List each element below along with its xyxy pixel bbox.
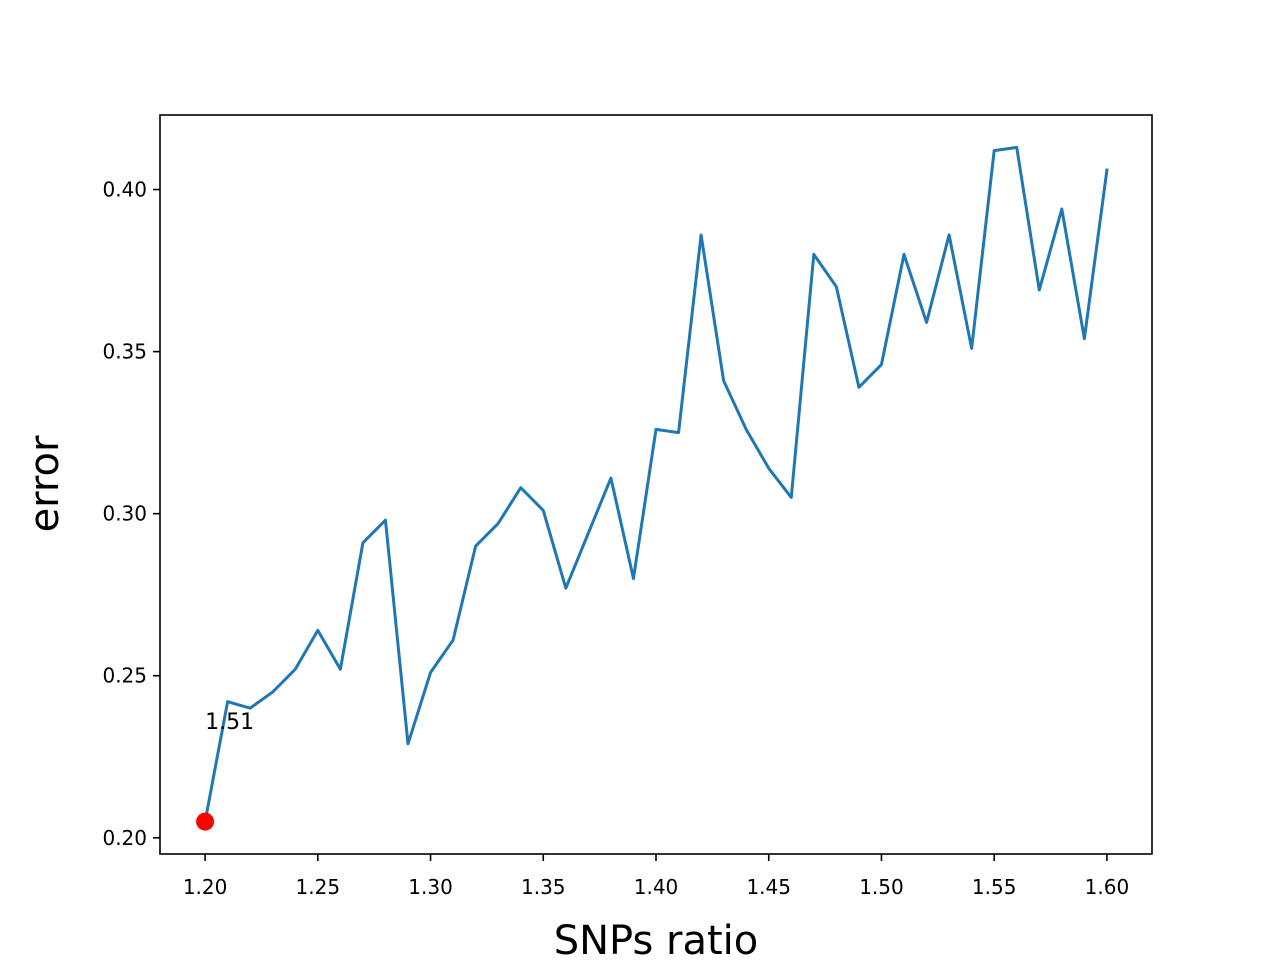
x-tick-label: 1.25 <box>296 875 341 899</box>
series-layer <box>203 145 1109 824</box>
x-tick-label: 1.40 <box>634 875 679 899</box>
x-tick-label: 1.50 <box>859 875 904 899</box>
x-tick-label: 1.35 <box>521 875 566 899</box>
highlight-point <box>196 812 215 831</box>
y-axis-label: error <box>22 435 68 532</box>
x-tick-label: 1.30 <box>408 875 453 899</box>
x-axis-label: SNPs ratio <box>554 918 759 960</box>
annotation-label: 1.51 <box>205 710 254 735</box>
series-line <box>203 145 1109 824</box>
marker-layer <box>196 812 215 831</box>
plot-area-frame <box>159 114 1153 855</box>
y-axis-ticks: 0.20 0.25 0.30 0.35 0.40 <box>102 178 160 850</box>
x-tick-label: 1.60 <box>1085 875 1130 899</box>
y-tick-label: 0.20 <box>102 826 147 850</box>
x-axis-ticks: 1.20 1.25 1.30 1.35 1.40 1.45 1.50 1.55 1.60 <box>183 854 1129 899</box>
x-tick-label: 1.20 <box>183 875 228 899</box>
y-tick-label: 0.35 <box>102 340 147 364</box>
x-tick-label: 1.45 <box>746 875 791 899</box>
y-tick-label: 0.30 <box>102 502 147 526</box>
y-tick-label: 0.40 <box>102 178 147 202</box>
y-tick-label: 0.25 <box>102 664 147 688</box>
x-tick-label: 1.55 <box>972 875 1017 899</box>
